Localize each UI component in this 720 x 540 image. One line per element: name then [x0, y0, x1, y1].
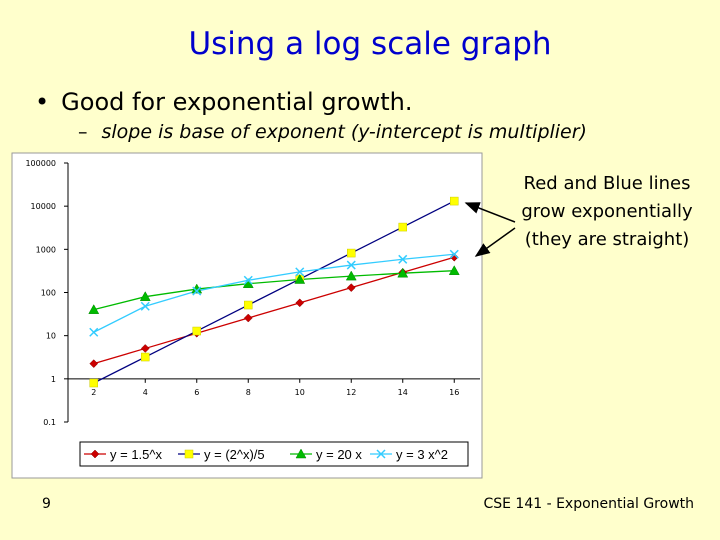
series-line-1 — [93, 256, 455, 365]
data-point — [449, 249, 459, 259]
slide-footer: CSE 141 - Exponential Growth — [483, 496, 694, 512]
series-lines — [93, 200, 455, 384]
legend-marker — [184, 449, 194, 459]
x-tick-labels: 2 4 6 8 10 12 14 16 — [91, 388, 459, 397]
data-point — [89, 378, 98, 388]
slide-number: 9 — [42, 496, 51, 512]
callout-arrow-lower — [474, 227, 516, 257]
data-point — [141, 352, 150, 362]
chart-legend: y = 1.5^x y = (2^x)/5 y = 20 x y = 3 x^2 — [84, 447, 448, 462]
legend-label: y = 3 x^2 — [396, 447, 448, 462]
x-tick-label: 14 — [398, 388, 408, 397]
chart-axes — [64, 162, 480, 423]
y-tick-label: 0.1 — [43, 418, 56, 427]
data-point — [139, 291, 151, 301]
data-point — [89, 359, 99, 368]
series-line-2 — [93, 200, 455, 384]
data-point — [398, 254, 408, 264]
y-tick-label: 10000 — [31, 202, 56, 211]
legend-marker — [295, 448, 307, 459]
x-tick-label: 16 — [449, 388, 459, 397]
data-point — [449, 252, 459, 262]
bullet-primary: • Good for exponential growth. — [35, 88, 412, 116]
bullet-dot-icon: • — [35, 88, 50, 116]
y-tick-labels: 0.1 1 10 100 1000 10000 100000 — [25, 159, 56, 427]
legend-label: y = 1.5^x — [110, 447, 162, 462]
data-point — [140, 344, 150, 353]
data-point — [345, 270, 357, 281]
callout-line-2: grow exponentially — [521, 201, 693, 222]
data-point — [243, 275, 253, 285]
data-point — [244, 300, 253, 310]
legend-label: y = 20 x — [316, 447, 362, 462]
series-markers — [88, 196, 460, 388]
data-point — [448, 265, 460, 275]
data-point — [346, 283, 356, 292]
data-point — [192, 286, 202, 296]
x-tick-label: 2 — [91, 388, 96, 397]
bullet-dash-icon: – — [78, 121, 88, 143]
x-tick-label: 12 — [346, 388, 356, 397]
y-tick-label: 100 — [41, 289, 56, 298]
data-point — [295, 267, 305, 277]
y-tick-label: 1 — [51, 375, 56, 384]
bullet-secondary: – slope is base of exponent (y-intercept … — [78, 121, 587, 143]
x-tick-label: 4 — [143, 388, 148, 397]
callout-arrow-upper — [464, 202, 516, 223]
legend-marker — [376, 449, 386, 459]
series-line-3 — [93, 270, 455, 311]
x-tick-label: 8 — [246, 388, 251, 397]
data-point — [140, 301, 150, 311]
legend-marker — [90, 449, 100, 459]
data-point — [398, 222, 407, 232]
data-point — [243, 313, 253, 323]
data-point — [89, 327, 99, 337]
y-tick-label: 100000 — [25, 159, 56, 168]
data-point — [192, 326, 201, 336]
bullet-primary-text: Good for exponential growth. — [61, 88, 413, 116]
x-tick-label: 10 — [295, 388, 305, 397]
data-point — [347, 248, 356, 258]
legend-box — [79, 441, 469, 467]
y-tick-label: 1000 — [36, 245, 56, 254]
callout-text: Red and Blue lines grow exponentially (t… — [512, 170, 702, 254]
bullet-secondary-text: slope is base of exponent (y-intercept i… — [101, 121, 587, 143]
data-point — [88, 304, 100, 314]
data-point — [346, 260, 356, 270]
data-point — [294, 273, 306, 284]
y-tick-label: 10 — [46, 332, 56, 341]
data-point — [295, 298, 305, 308]
callout-line-1: Red and Blue lines — [523, 173, 691, 194]
slide-title: Using a log scale graph — [188, 26, 552, 62]
series-line-4 — [93, 253, 455, 333]
x-tick-label: 6 — [194, 388, 199, 397]
data-point — [450, 196, 459, 206]
data-point — [397, 267, 409, 278]
callout-line-3: (they are straight) — [524, 229, 690, 250]
legend-label: y = (2^x)/5 — [204, 447, 265, 462]
